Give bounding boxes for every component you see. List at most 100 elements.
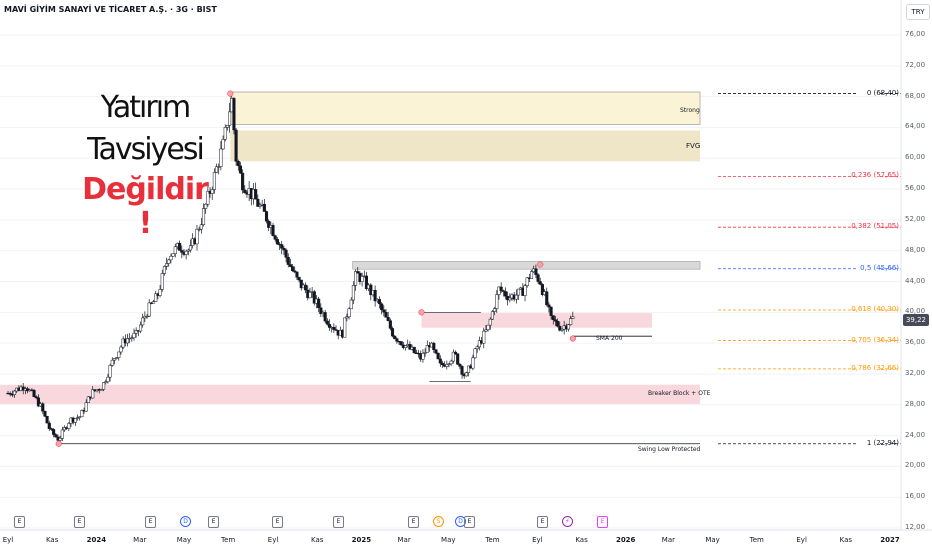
y-tick-label: 16,00 <box>905 492 926 501</box>
candle-body <box>91 389 95 399</box>
candle-body <box>158 289 162 296</box>
candle-body <box>436 352 440 360</box>
candle-body <box>152 301 156 304</box>
candle-body <box>364 275 368 290</box>
candle-body <box>112 358 116 361</box>
candle-body <box>167 259 171 264</box>
candle-body <box>145 315 149 318</box>
candle-body <box>134 330 138 334</box>
earnings-icon[interactable]: E <box>272 516 283 528</box>
candle-body <box>80 410 84 418</box>
candle-body <box>282 248 286 251</box>
candle-body <box>206 191 210 205</box>
candle-body <box>390 328 395 337</box>
y-tick-label: 72,00 <box>905 60 926 69</box>
candle-body <box>160 273 164 290</box>
candle-body <box>47 422 51 429</box>
dividend-icon[interactable]: D <box>180 516 191 527</box>
earnings-icon[interactable]: E <box>14 516 25 528</box>
x-tick-label: Tem <box>749 536 764 544</box>
candle-body <box>67 423 71 429</box>
candle-body <box>110 359 114 366</box>
flash-icon[interactable]: ⚡ <box>562 516 573 527</box>
candle-body <box>304 284 308 291</box>
earnings-icon[interactable]: E <box>208 516 219 528</box>
dividend-icon[interactable]: D <box>455 516 466 527</box>
y-tick-label: 24,00 <box>905 430 926 439</box>
candle-body <box>388 320 392 329</box>
earnings-icon[interactable]: E <box>537 516 548 528</box>
candle-body <box>380 303 384 311</box>
candle-body <box>108 365 112 378</box>
y-tick-label: 48,00 <box>905 245 926 254</box>
current-price-tag: 39,22 <box>903 314 929 326</box>
candle-body <box>212 172 216 190</box>
candle-body <box>45 415 49 424</box>
candle-body <box>241 172 245 191</box>
candle-body <box>195 228 199 245</box>
strong-zone <box>230 91 701 125</box>
candle-body <box>343 317 347 338</box>
candle-body <box>440 362 445 366</box>
earnings-icon[interactable]: E <box>333 516 344 528</box>
candle-body <box>482 330 486 344</box>
candle-body <box>334 329 338 331</box>
candle-body <box>556 320 560 327</box>
earnings-icon[interactable]: E <box>464 516 475 528</box>
candle-body <box>425 345 429 353</box>
candle-body <box>54 434 58 438</box>
candle-body <box>104 381 108 383</box>
earnings-icon[interactable]: E <box>408 516 419 528</box>
candle-body <box>84 402 88 412</box>
candle-body <box>41 403 45 412</box>
candle-body <box>447 363 451 365</box>
candle-body <box>464 372 468 377</box>
fib-level-label: 0,382 (51,05) <box>851 222 899 231</box>
currency-button[interactable]: TRY <box>906 4 930 20</box>
candle-body <box>373 289 377 302</box>
breaker-zone-label: Breaker Block + OTE <box>648 390 711 397</box>
strong-zone-label: Strong <box>680 107 700 114</box>
y-tick-label: 76,00 <box>905 30 926 38</box>
split-icon[interactable]: S <box>433 516 444 527</box>
y-tick-label: 64,00 <box>905 122 926 131</box>
candle-body <box>52 429 56 435</box>
candle-body <box>243 189 247 194</box>
candle-body <box>386 317 390 321</box>
candle-body <box>119 346 123 353</box>
x-tick-label: Mar <box>661 536 676 544</box>
zones <box>0 91 701 445</box>
candle-body <box>271 225 275 237</box>
y-tick-label: 52,00 <box>905 214 926 223</box>
candle-body <box>569 318 573 325</box>
candle-body <box>147 302 151 317</box>
candle-body <box>78 416 82 418</box>
candle-body <box>102 382 106 390</box>
candle-body <box>115 357 119 359</box>
candle-body <box>162 266 166 274</box>
candle-body <box>58 438 62 441</box>
x-tick-label: Mar <box>133 536 147 544</box>
breaker-zone <box>0 384 700 404</box>
earnings-icon[interactable]: E <box>597 516 608 528</box>
candle-body <box>404 345 408 348</box>
swing-low-label: Swing Low Protected <box>638 446 701 453</box>
candle-body <box>525 277 529 286</box>
fvg-zone-label: FVG <box>686 142 701 150</box>
candle-body <box>221 139 225 150</box>
candle-body <box>323 312 327 322</box>
candle-body <box>106 376 110 382</box>
x-tick-label: 2027 <box>880 536 900 544</box>
fib-level-label: 1 (22,94) <box>866 438 899 447</box>
y-tick-label: 20,00 <box>905 461 926 470</box>
candle-body <box>258 205 262 207</box>
candle-body <box>201 208 206 225</box>
x-tick-label: Eyl <box>2 536 14 544</box>
pivot-markers <box>55 90 576 447</box>
candle-body <box>256 198 260 207</box>
candle-body <box>501 290 505 292</box>
earnings-icon[interactable]: E <box>145 516 156 528</box>
earnings-icon[interactable]: E <box>74 516 85 528</box>
x-tick-label: May <box>441 536 456 544</box>
